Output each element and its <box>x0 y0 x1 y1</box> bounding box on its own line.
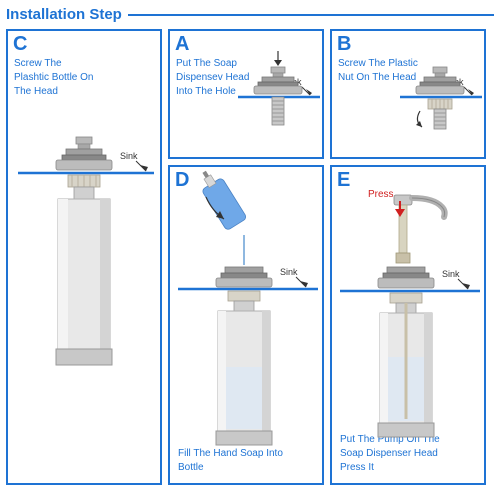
diagram-e <box>332 167 486 485</box>
title-bar: Installation Step <box>6 6 494 23</box>
panel-a: A Put The Soap Dispensev Head Into The H… <box>168 29 324 159</box>
diagram-d <box>170 167 324 485</box>
diagram-b <box>332 31 486 159</box>
diagram-a <box>170 31 324 159</box>
page-title: Installation Step <box>6 6 128 23</box>
panel-b: B Screw The Plastic Nut On The Head Sink <box>330 29 486 159</box>
step-grid: A Put The Soap Dispensev Head Into The H… <box>6 29 494 485</box>
title-rule <box>128 14 494 16</box>
panel-d: D Fill The Hand Soap Into Bottle Sink <box>168 165 324 485</box>
diagram-c <box>8 31 162 485</box>
panel-e: E Put The Pump On The Soap Dispenser Hea… <box>330 165 486 485</box>
panel-c: C Screw The Plashtic Bottle On The Head … <box>6 29 162 485</box>
